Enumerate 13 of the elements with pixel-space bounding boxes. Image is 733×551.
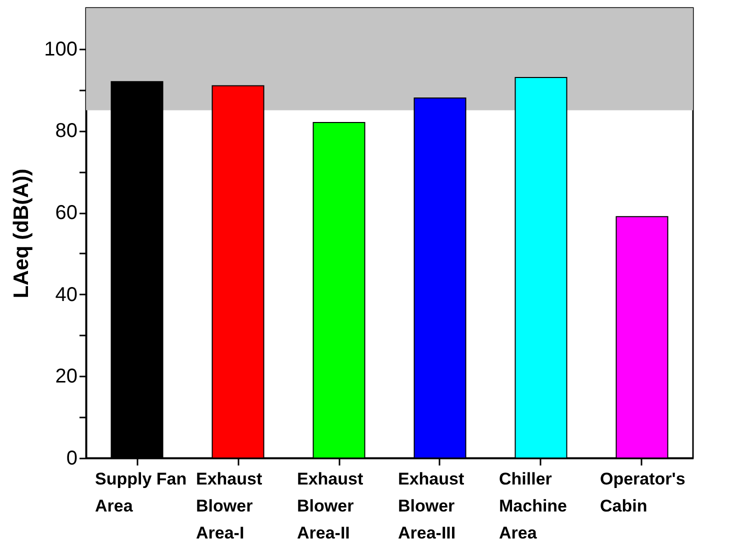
x-tick-label: Exhaust Blower Area-I [196, 470, 262, 542]
y-axis-title: LAeq (dB(A)) [10, 168, 34, 298]
x-tick-label: Operator's Cabin [600, 470, 686, 516]
x-tick-label: Exhaust Blower Area-II [297, 470, 364, 542]
x-tick-label: Chiller Machine Area [498, 470, 568, 542]
y-tick-label: 20 [55, 366, 78, 388]
y-tick-label: 40 [55, 284, 78, 306]
y-tick-label: 100 [44, 38, 78, 60]
y-tick-label: 80 [55, 120, 78, 142]
y-tick-label: 0 [66, 448, 78, 470]
y-tick-label: 60 [55, 202, 78, 224]
x-tick-label: Exhaust Blower Area-III [398, 470, 464, 542]
x-tick-label: Supply Fan Area [95, 470, 187, 516]
